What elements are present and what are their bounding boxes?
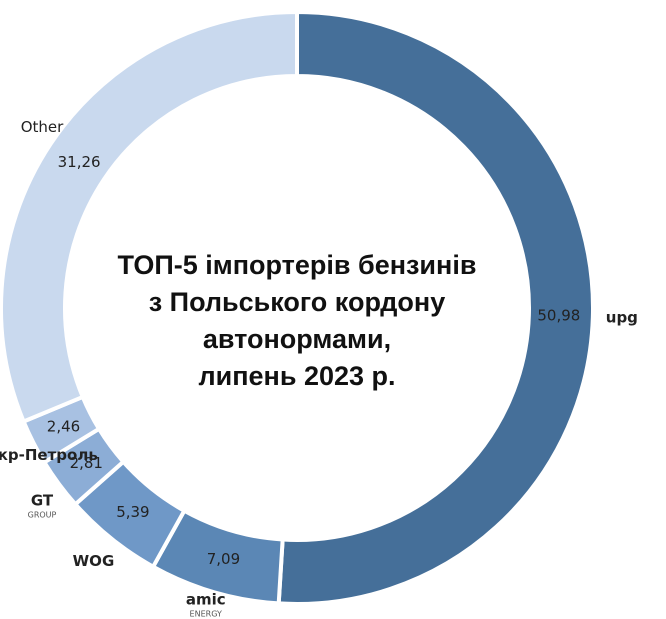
donut-slice bbox=[0, 9, 299, 425]
chart-title: ТОП-5 імпортерів бензинів з Польського ко… bbox=[118, 250, 477, 391]
title-line: автонормами, bbox=[203, 324, 391, 354]
category-label: WOG bbox=[73, 552, 115, 570]
title-line: липень 2023 р. bbox=[198, 361, 395, 391]
value-label: 5,39 bbox=[116, 503, 149, 521]
category-label: amic bbox=[186, 591, 226, 609]
category-sublabel: GROUP bbox=[28, 511, 57, 520]
value-label: 31,26 bbox=[58, 153, 101, 171]
title-line: ТОП-5 імпортерів бензинів bbox=[118, 250, 477, 280]
category-sublabel: ENERGY bbox=[190, 610, 222, 619]
donut-slice bbox=[276, 9, 595, 606]
category-label: upg bbox=[606, 309, 638, 327]
category-label: Other bbox=[21, 118, 64, 136]
value-label: 50,98 bbox=[537, 307, 580, 325]
value-label: 7,09 bbox=[207, 550, 240, 568]
title-line: з Польського кордону bbox=[149, 287, 445, 317]
category-label: Укр-Петроль bbox=[0, 446, 98, 464]
value-label: 2,46 bbox=[47, 417, 80, 435]
category-label: GT bbox=[31, 492, 54, 510]
value-label: 2,81 bbox=[70, 454, 103, 472]
